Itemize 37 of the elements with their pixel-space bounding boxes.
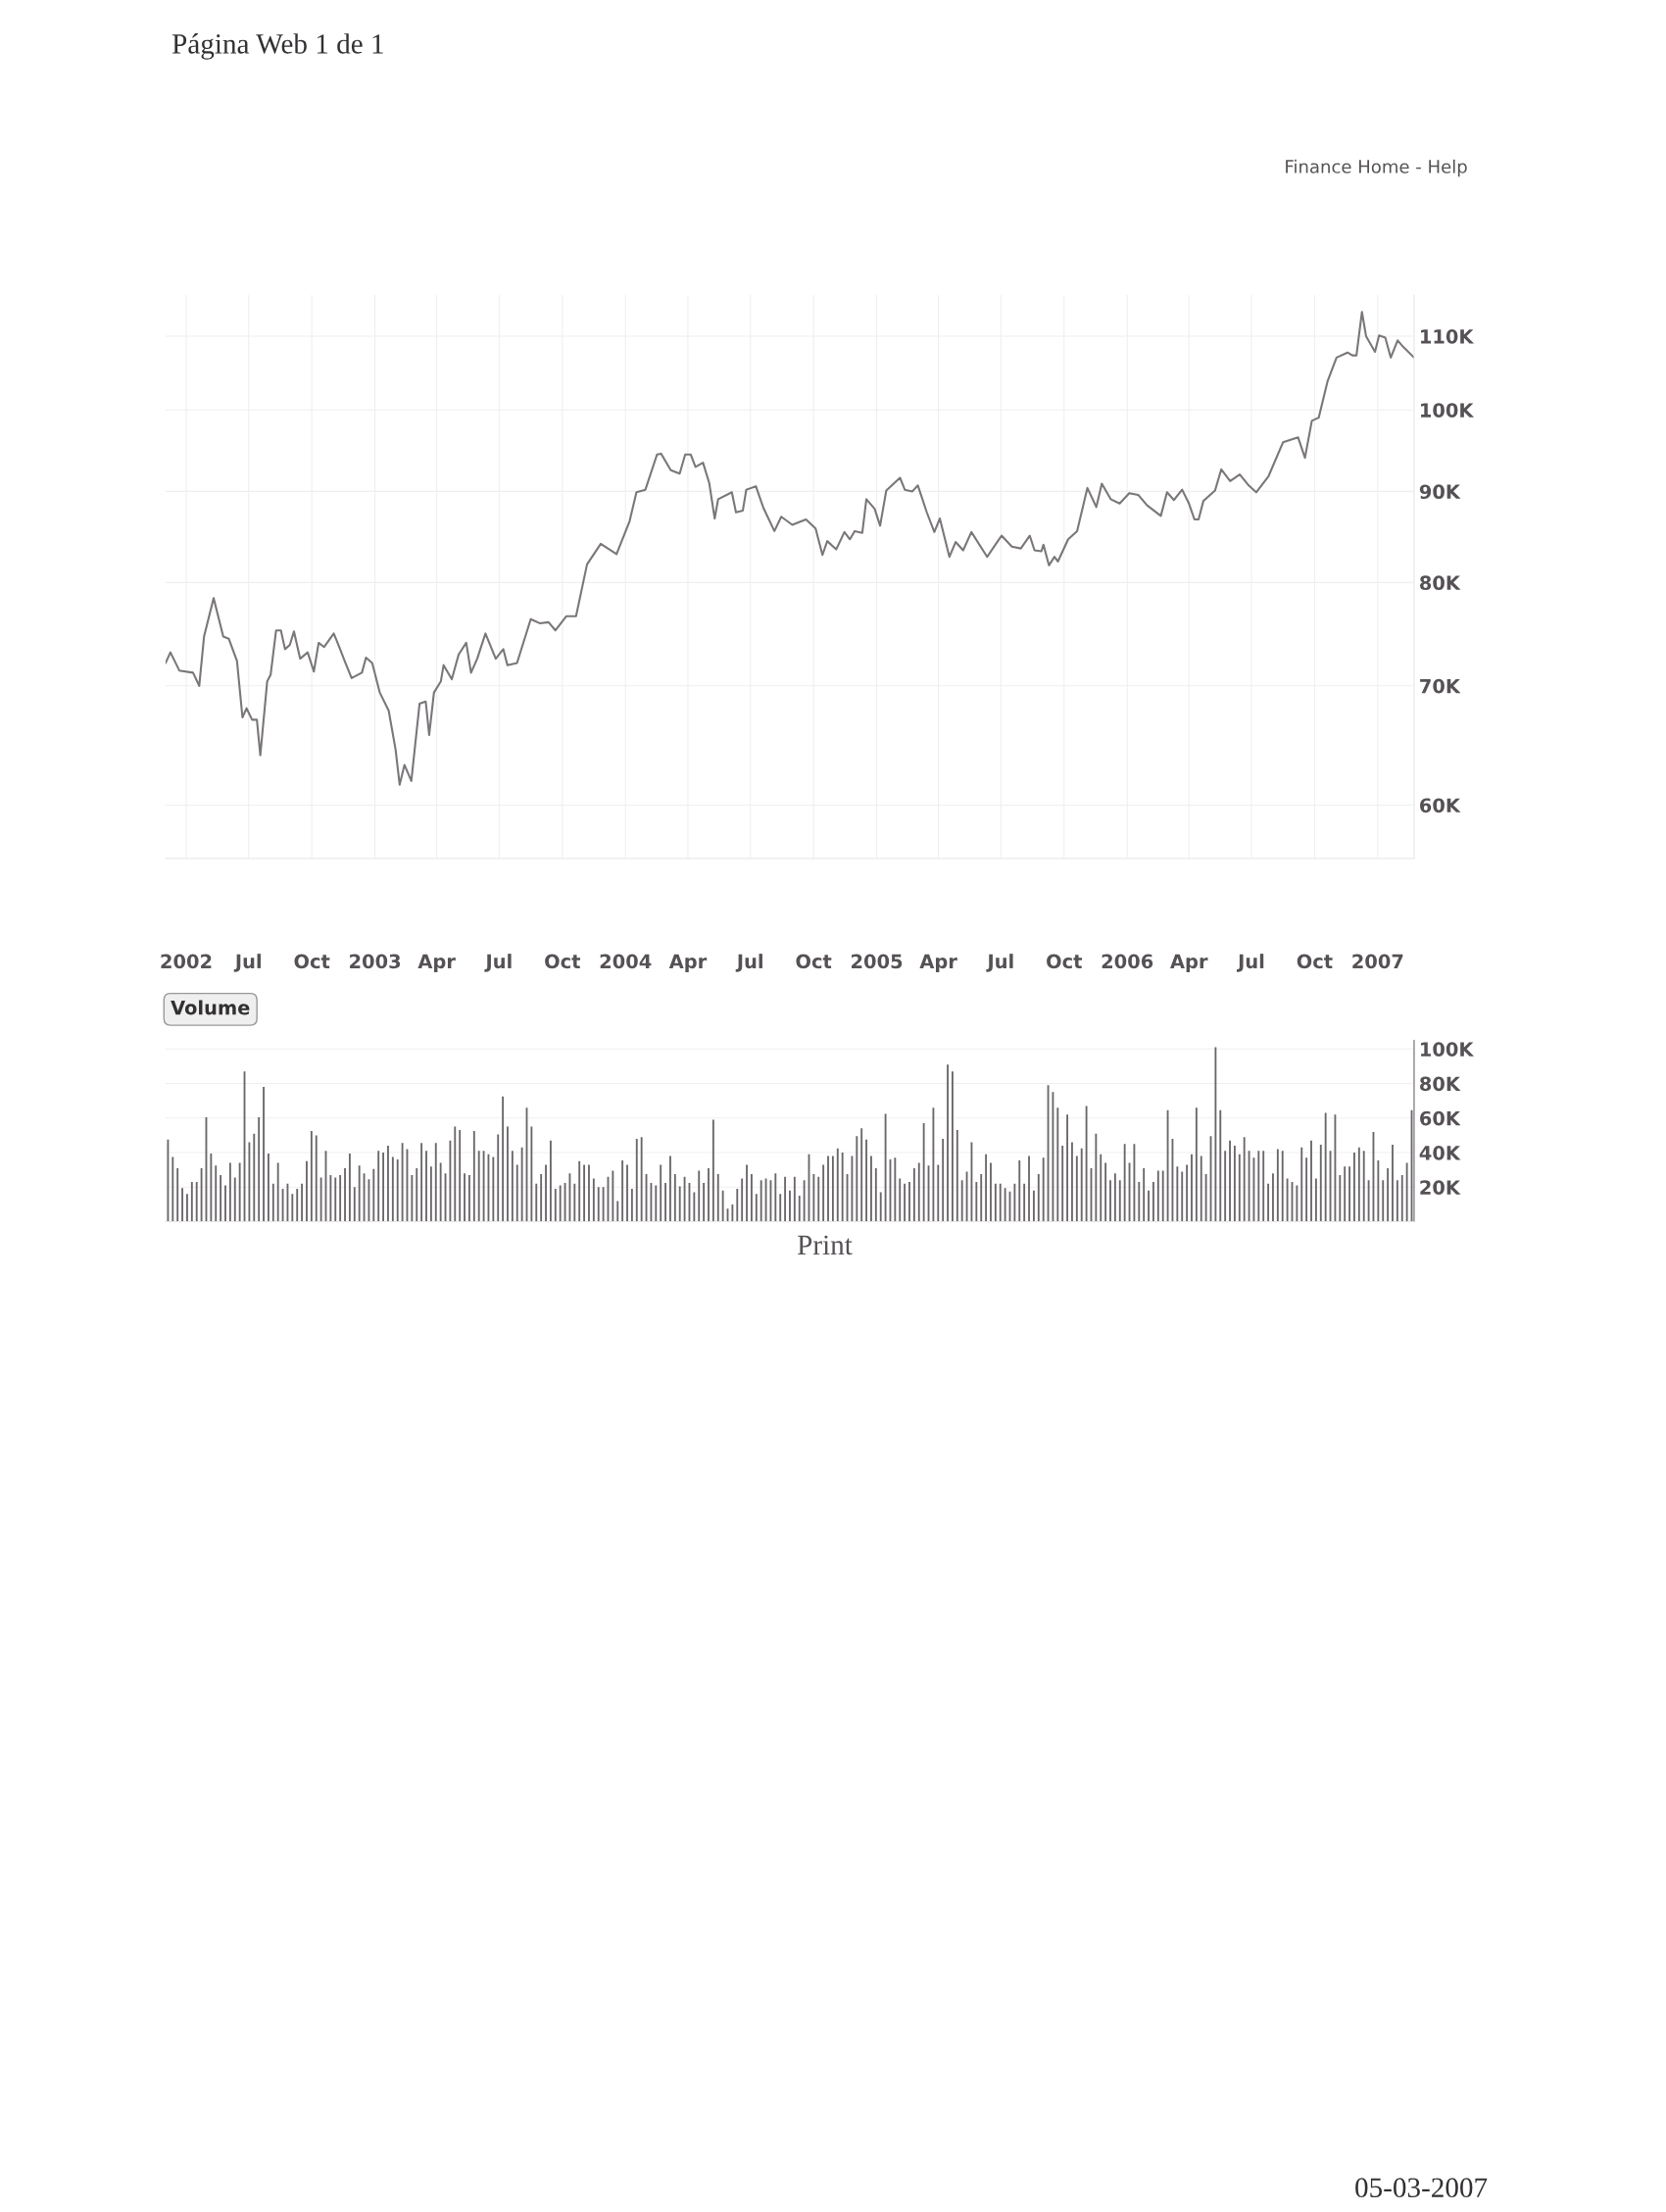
y-tick-label: 80K — [1420, 575, 1461, 591]
x-tick-label: Apr — [919, 954, 957, 972]
y-tick-label: 100K — [1421, 1042, 1475, 1057]
y-tick-label: 60K — [1420, 798, 1461, 813]
y-tick-label: 90K — [1419, 484, 1461, 500]
x-tick-label: 2003 — [350, 954, 401, 969]
y-tick-label: 80K — [1420, 1076, 1461, 1092]
chart-title: Volume — [171, 1000, 250, 1015]
x-tick-label: Jul — [986, 954, 1013, 972]
x-tick-label: Jul — [484, 954, 512, 972]
y-tick-label: 40K — [1419, 1145, 1461, 1160]
text: 05-03-2007 — [1355, 2178, 1488, 2198]
y-tick-label: 110K — [1421, 328, 1475, 344]
x-tick-label: 2002 — [161, 954, 212, 969]
text: Finance Home - Help — [1286, 159, 1467, 177]
x-tick-label: Oct — [294, 954, 330, 969]
x-tick-label: Jul — [233, 954, 261, 972]
x-tick-label: Apr — [417, 954, 456, 972]
x-tick-label: Oct — [545, 954, 581, 969]
line-series — [165, 311, 1414, 786]
x-tick-label: 2005 — [852, 954, 903, 969]
x-tick-label: 2006 — [1102, 954, 1153, 969]
x-tick-label: Oct — [1297, 954, 1333, 969]
y-tick-label: 60K — [1420, 1110, 1461, 1126]
x-tick-label: Apr — [668, 954, 708, 972]
x-tick-label: Oct — [796, 954, 832, 969]
x-tick-label: Apr — [1170, 954, 1208, 972]
y-tick-label: 20K — [1420, 1180, 1461, 1195]
text: Print — [797, 1235, 853, 1255]
y-tick-label: 100K — [1421, 403, 1475, 418]
x-tick-label: 2004 — [600, 954, 652, 969]
text: Página Web 1 de 1 — [172, 33, 383, 60]
x-tick-label: Oct — [1047, 954, 1082, 969]
x-tick-label: 2007 — [1352, 954, 1403, 969]
x-tick-label: Jul — [1237, 954, 1264, 972]
y-tick-label: 70K — [1420, 678, 1461, 694]
x-tick-label: Jul — [735, 954, 762, 972]
